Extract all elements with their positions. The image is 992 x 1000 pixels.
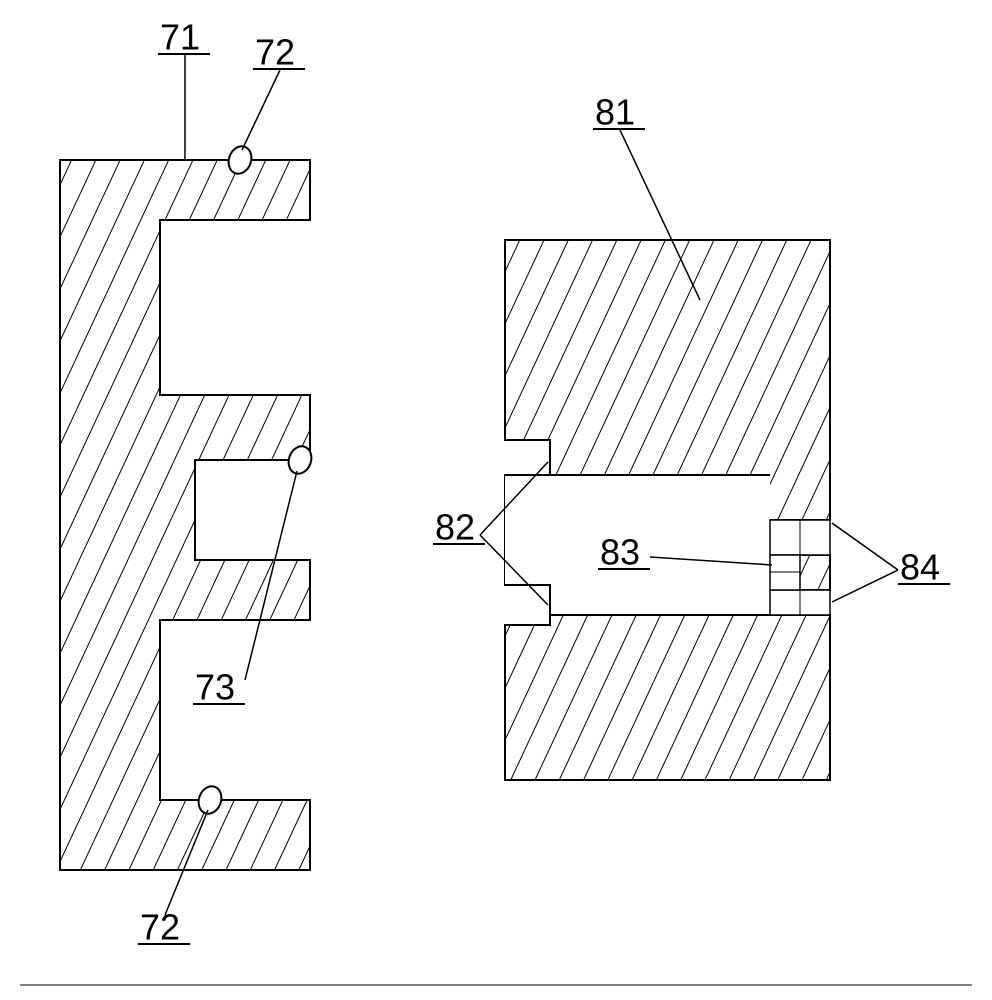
- leader-1: [242, 70, 280, 150]
- leader-9: [832, 570, 898, 602]
- callout-83: 83: [600, 532, 640, 573]
- callout-72a: 72: [255, 32, 295, 73]
- callout-73: 73: [195, 667, 235, 708]
- callout-81: 81: [595, 92, 635, 133]
- callout-72b: 72: [140, 907, 180, 948]
- leader-8: [832, 523, 898, 570]
- callout-84: 84: [900, 547, 940, 588]
- notch-bottom-edge: [505, 585, 550, 625]
- left-part-body: [60, 160, 310, 870]
- diagram-canvas: 71 72 72 73 81 82 83 84: [0, 0, 992, 1000]
- callout-71: 71: [160, 17, 200, 58]
- notch-top-edge: [505, 440, 550, 475]
- callout-82: 82: [435, 507, 475, 548]
